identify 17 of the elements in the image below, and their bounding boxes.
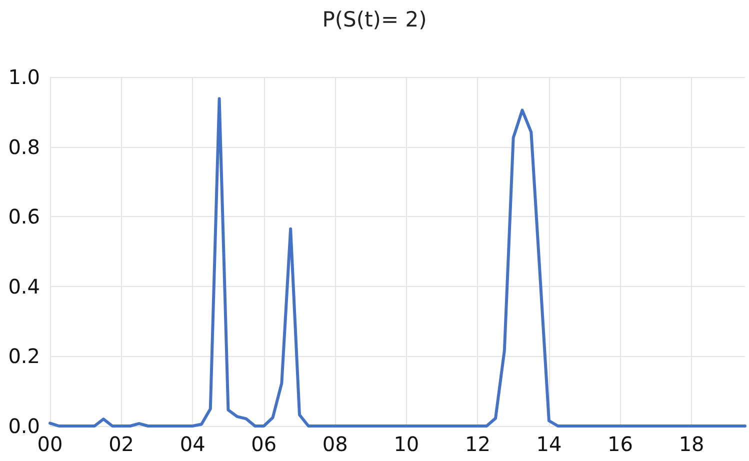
x-tick-label: 08 bbox=[322, 432, 348, 456]
x-tick-label: 02 bbox=[108, 432, 134, 456]
chart-title: P(S(t)= 2) bbox=[322, 8, 427, 32]
x-tick-label: 00 bbox=[37, 432, 63, 456]
y-tick-label: 0.6 bbox=[8, 204, 40, 229]
y-tick-label: 0.0 bbox=[8, 414, 40, 438]
x-tick-label: 18 bbox=[678, 432, 704, 456]
x-tick-label: 04 bbox=[180, 432, 206, 456]
y-tick-label: 0.2 bbox=[8, 344, 40, 368]
x-tick-label: 16 bbox=[608, 432, 633, 456]
x-tick-label: 10 bbox=[394, 432, 420, 456]
x-tick-label: 06 bbox=[251, 432, 277, 456]
y-tick-label: 0.4 bbox=[8, 274, 40, 298]
x-tick-label: 14 bbox=[536, 432, 562, 456]
x-tick-label: 12 bbox=[464, 432, 490, 456]
y-tick-label: 1.0 bbox=[8, 65, 40, 89]
y-tick-label: 0.8 bbox=[8, 134, 40, 159]
